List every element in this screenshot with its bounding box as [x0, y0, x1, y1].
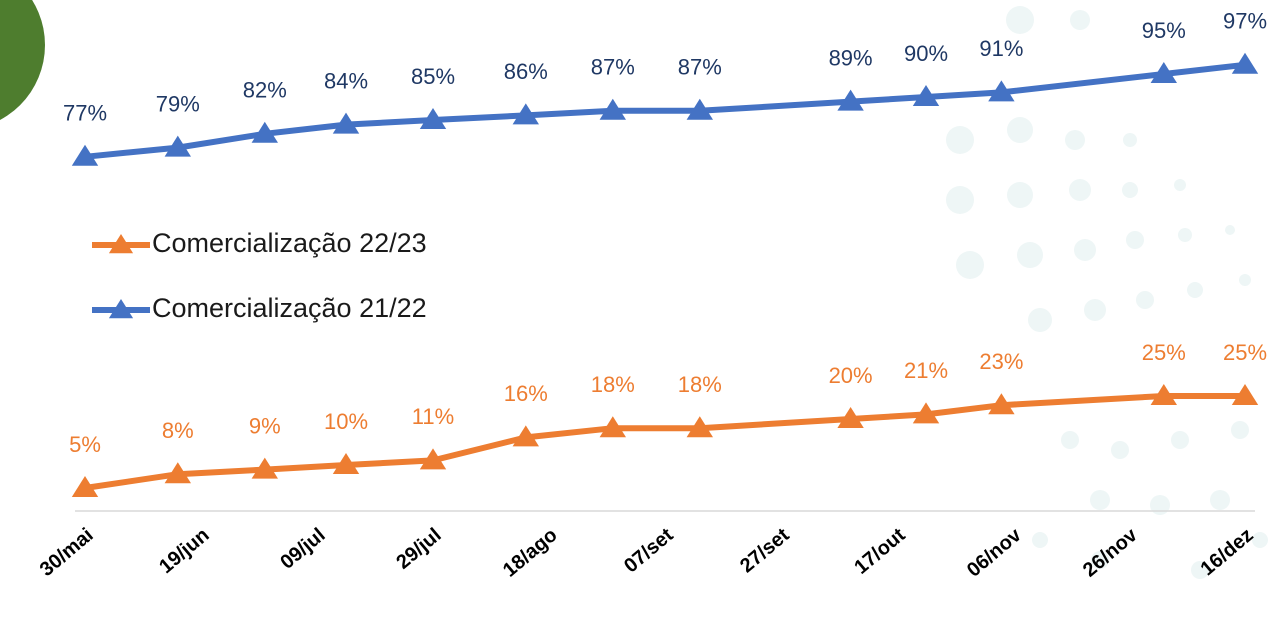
data-label: 77%: [63, 101, 107, 126]
data-label: 18%: [591, 372, 635, 397]
data-label: 86%: [504, 59, 548, 84]
data-label: 90%: [904, 41, 948, 66]
data-label: 85%: [411, 64, 455, 89]
data-label: 20%: [829, 363, 873, 388]
x-tick-label: 30/mai: [36, 524, 98, 581]
data-label: 11%: [412, 404, 454, 429]
data-label: 5%: [69, 432, 101, 457]
data-label: 23%: [979, 349, 1023, 374]
data-label: 25%: [1223, 340, 1267, 365]
x-tick-label: 26/nov: [1079, 523, 1142, 581]
x-tick-label: 27/set: [736, 524, 794, 578]
data-label: 91%: [979, 36, 1023, 61]
x-tick-label: 19/jun: [155, 524, 213, 578]
data-label: 25%: [1142, 340, 1186, 365]
data-label: 9%: [249, 413, 281, 438]
data-label: 10%: [324, 409, 368, 434]
x-tick-label: 07/set: [620, 524, 678, 578]
data-label: 21%: [904, 358, 948, 383]
data-label: 8%: [162, 418, 194, 443]
chart: 30/mai 19/jun 09/jul 29/jul 18/ago 07/set 27/s…: [0, 0, 1279, 620]
x-tick-label: 09/jul: [276, 524, 329, 574]
data-label: 87%: [678, 55, 722, 80]
data-label: 89%: [829, 45, 873, 70]
page: {"chart_data": {"type": "line", "x": [0,…: [0, 0, 1279, 620]
x-tick-label: 18/ago: [499, 524, 562, 582]
data-label: 79%: [156, 91, 200, 116]
data-label: 18%: [678, 372, 722, 397]
legend-label: Comercialização 22/23: [152, 228, 427, 258]
data-label: 97%: [1223, 9, 1267, 34]
legend-label: Comercialização 21/22: [152, 293, 427, 323]
data-label: 82%: [243, 78, 287, 103]
x-tick-label: 17/out: [850, 524, 910, 579]
data-label: 87%: [591, 55, 635, 80]
data-label: 95%: [1142, 18, 1186, 43]
background-decoration: [0, 0, 1268, 579]
data-label: 16%: [504, 381, 548, 406]
data-label: 84%: [324, 68, 368, 93]
x-tick-label: 29/jul: [392, 524, 445, 574]
x-tick-label: 16/dez: [1197, 524, 1258, 580]
x-tick-label: 06/nov: [963, 523, 1026, 581]
